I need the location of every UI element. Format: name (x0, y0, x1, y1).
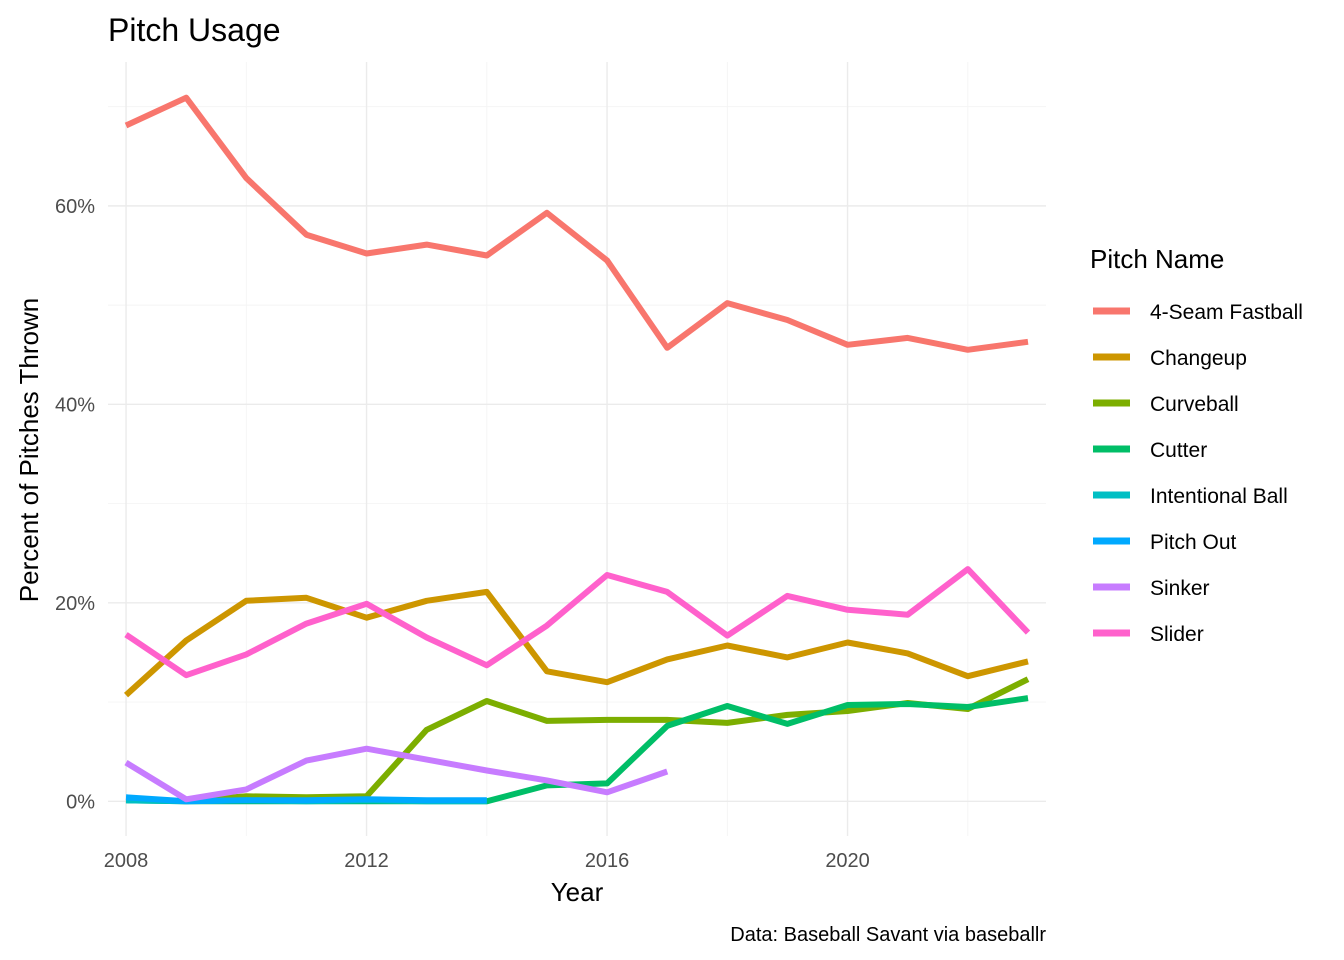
series-line-4-seam-fastball (124, 94, 1029, 353)
legend: 4-Seam Fastball Changeup Curveball Cutter In… (1093, 301, 1303, 646)
chart-caption: Data: Baseball Savant via baseballr (730, 924, 1046, 946)
legend-label: Pitch Out (1150, 531, 1237, 554)
y-axis-ticks: 0% 20% 40% 60% (55, 196, 95, 813)
x-tick-label: 2020 (825, 850, 870, 872)
x-tick-label: 2012 (344, 850, 389, 872)
legend-item-changeup: Changeup (1093, 347, 1247, 370)
legend-label: 4-Seam Fastball (1150, 301, 1303, 324)
legend-item-intentional-ball: Intentional Ball (1093, 485, 1288, 508)
legend-item-pitch-out: Pitch Out (1093, 531, 1237, 554)
legend-item-cutter: Cutter (1093, 439, 1207, 462)
legend-item-slider: Slider (1093, 623, 1204, 646)
x-tick-label: 2016 (585, 850, 630, 872)
legend-item-curveball: Curveball (1093, 393, 1239, 416)
y-tick-label: 60% (55, 196, 95, 218)
legend-item-4-seam-fastball: 4-Seam Fastball (1093, 301, 1303, 324)
legend-label: Curveball (1150, 393, 1239, 416)
legend-label: Intentional Ball (1150, 485, 1288, 508)
y-tick-label: 40% (55, 394, 95, 416)
series-line-slider (124, 566, 1031, 679)
legend-label: Slider (1150, 623, 1204, 646)
chart-title: Pitch Usage (108, 12, 281, 48)
series-line-sinker (124, 745, 669, 803)
x-axis-ticks: 2008 2012 2016 2020 (104, 850, 870, 872)
y-axis-title: Percent of Pitches Thrown (14, 298, 44, 602)
legend-title: Pitch Name (1090, 244, 1224, 274)
x-tick-label: 2008 (104, 850, 149, 872)
y-tick-label: 0% (66, 791, 95, 813)
series-lines (123, 94, 1031, 805)
legend-label: Sinker (1150, 577, 1210, 600)
legend-item-sinker: Sinker (1093, 577, 1210, 600)
x-axis-title: Year (551, 877, 604, 907)
series-line-changeup (123, 588, 1029, 698)
legend-label: Cutter (1150, 439, 1207, 462)
y-tick-label: 20% (55, 593, 95, 615)
legend-label: Changeup (1150, 347, 1247, 370)
